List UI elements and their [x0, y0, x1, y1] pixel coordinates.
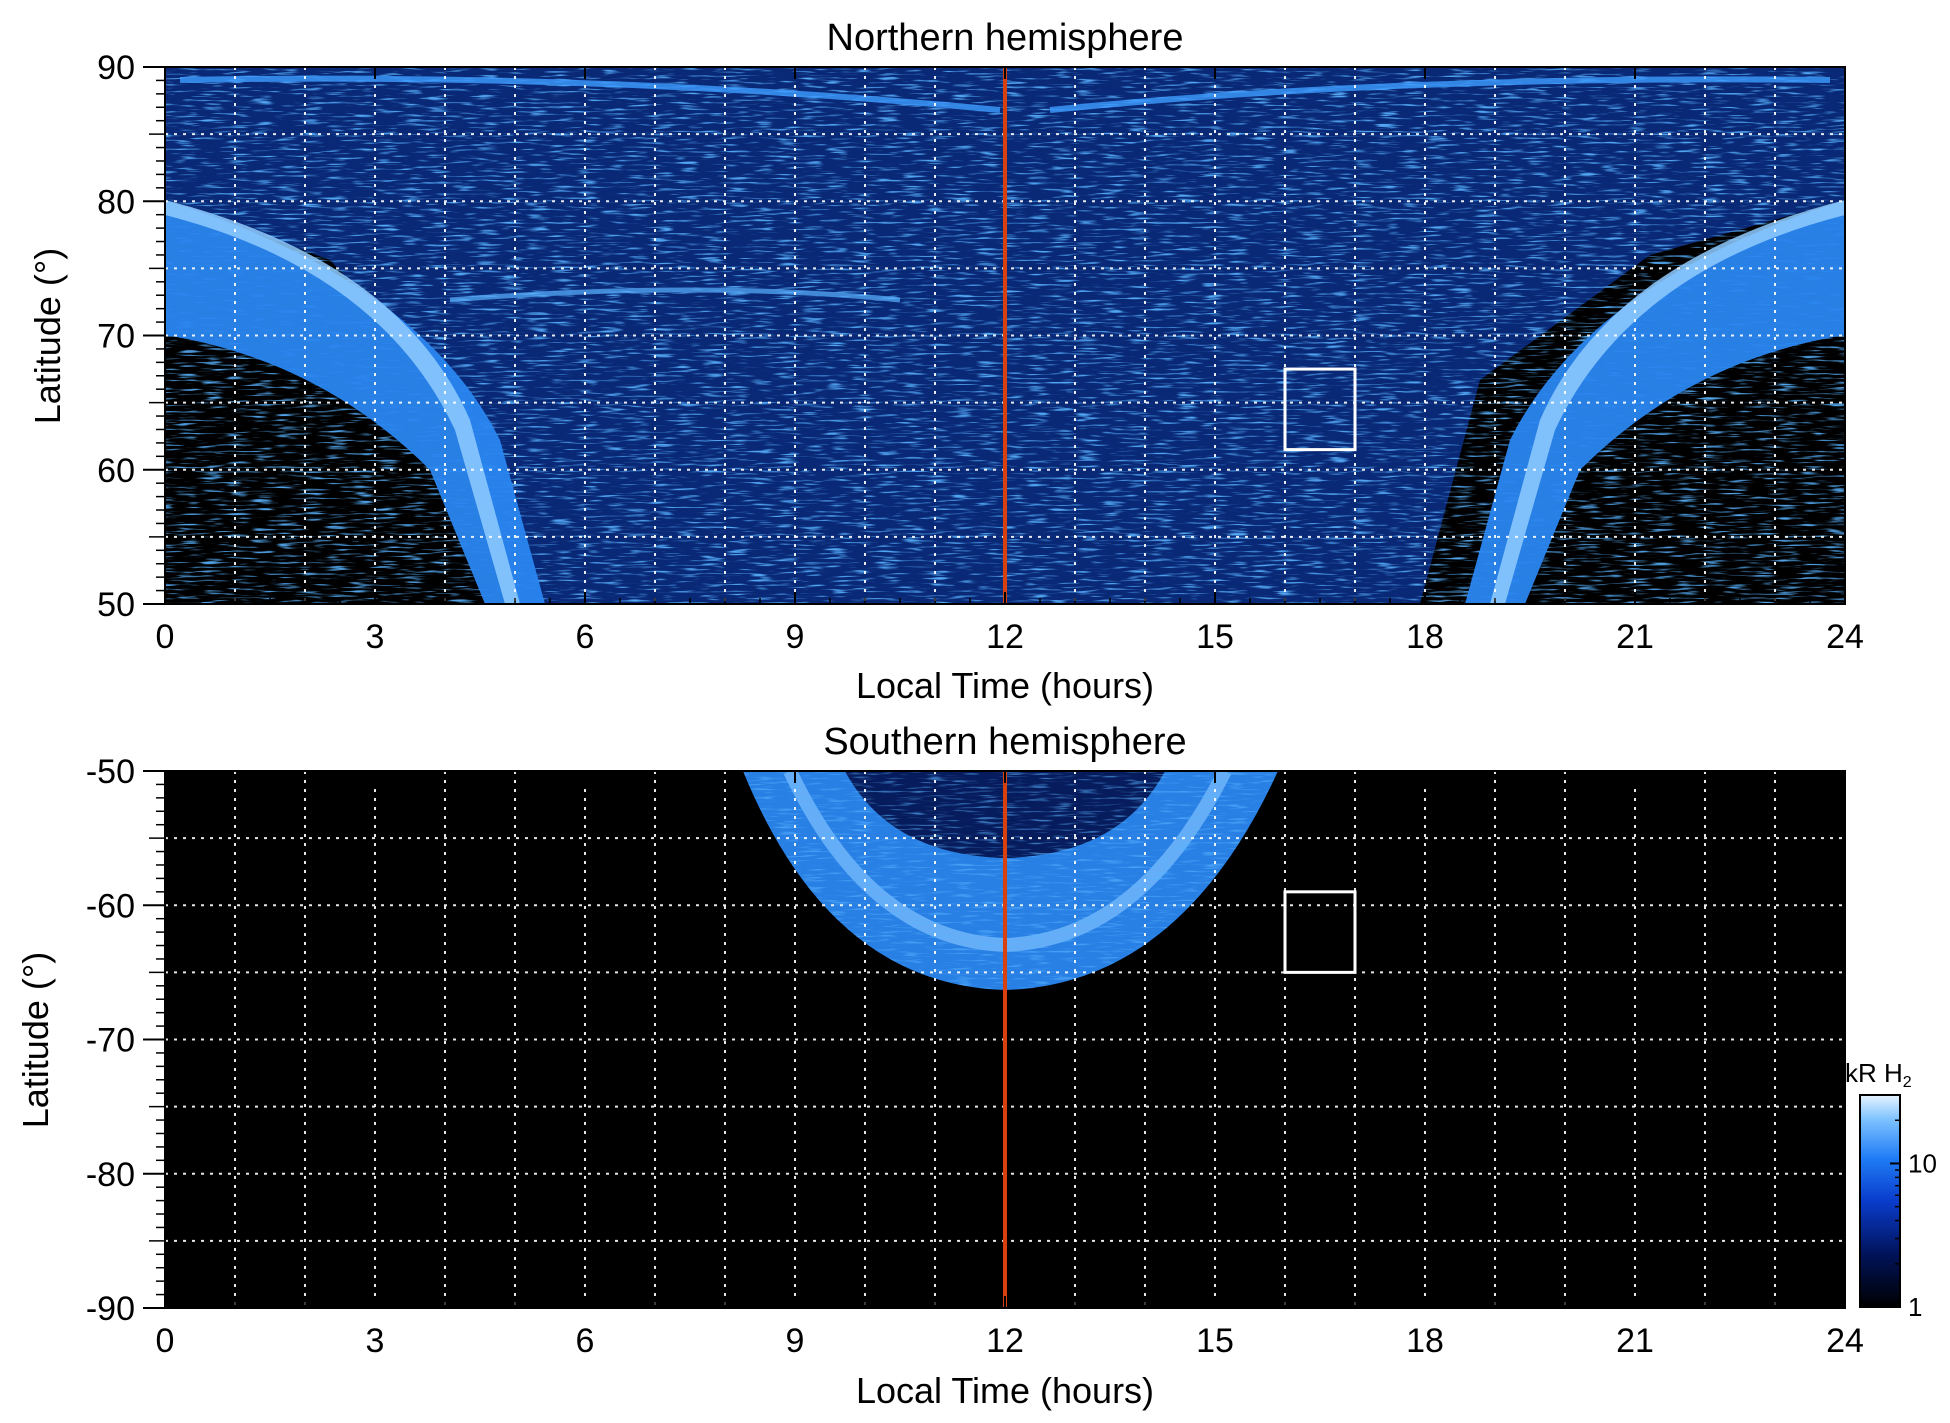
x-tick-label: 6: [576, 1322, 595, 1360]
y-tick-label: 50: [97, 586, 135, 624]
y-tick-label: 80: [97, 183, 135, 221]
y-tick-label: 90: [97, 49, 135, 87]
y-axis-label-north: Latitude (°): [27, 248, 68, 424]
x-tick-label: 15: [1196, 1322, 1234, 1360]
colorbar-gradient: [1859, 1094, 1901, 1308]
x-axis-label-north: Local Time (hours): [856, 665, 1154, 706]
x-tick-label: 12: [986, 618, 1024, 656]
ticks-north: 0 3 6 9 12 15 18 21 24 50 60 70 80 90: [97, 49, 1864, 656]
colorbar-ticks: 10 1: [1890, 1094, 1937, 1322]
highlight-box-north: [1283, 367, 1357, 452]
x-tick-label: 15: [1196, 618, 1234, 656]
x-tick-label: 12: [986, 1322, 1024, 1360]
highlight-box-south: [1283, 890, 1357, 974]
colorbar-tick-label: 1: [1908, 1292, 1922, 1322]
dawn-oval-core-north: [165, 200, 520, 604]
x-tick-label: 0: [156, 618, 175, 656]
x-axis-label-south: Local Time (hours): [856, 1370, 1154, 1411]
x-tick-label: 18: [1406, 618, 1444, 656]
y-tick-label: -70: [86, 1022, 135, 1060]
transpolar-arc-north: [449, 287, 901, 303]
x-tick-label: 21: [1616, 618, 1654, 656]
ticks-south: 0 3 6 9 12 15 18 21 24 -50 -60 -70 -80 -90: [86, 753, 1864, 1360]
y-tick-label: -60: [86, 887, 135, 925]
chart-title-north: Northern hemisphere: [827, 17, 1184, 59]
dusk-oval-north: [1465, 200, 1845, 604]
y-tick-label: -90: [86, 1290, 135, 1328]
colorbar-tick-label: 10: [1908, 1148, 1937, 1178]
x-tick-label: 3: [366, 1322, 385, 1360]
colorbar-label: kR H2: [1845, 1058, 1912, 1091]
x-tick-label: 21: [1616, 1322, 1654, 1360]
x-tick-label: 18: [1406, 1322, 1444, 1360]
x-tick-label: 0: [156, 1322, 175, 1360]
colorbar-label-sub: 2: [1903, 1074, 1912, 1091]
chart-title-south: Southern hemisphere: [823, 721, 1186, 763]
x-tick-label: 9: [786, 1322, 805, 1360]
y-tick-label: -50: [86, 753, 135, 791]
y-tick-label: -80: [86, 1156, 135, 1194]
polar-arc-north-2: [1049, 76, 1831, 113]
y-tick-label: 70: [97, 318, 135, 356]
x-tick-label: 3: [366, 618, 385, 656]
panel-south: Southern hemisphere 0 3 6 9 12 15 18 21 24 -50 -60…: [15, 721, 1864, 1411]
x-tick-label: 24: [1826, 1322, 1864, 1360]
colorbar-label-main: kR H: [1845, 1058, 1903, 1088]
polar-arc-north: [179, 75, 1001, 113]
colorbar: kR H2 10 1: [1845, 1058, 1937, 1322]
x-tick-label: 9: [786, 618, 805, 656]
x-tick-label: 24: [1826, 618, 1864, 656]
y-tick-label: 60: [97, 452, 135, 490]
panel-north: Northern hemisphere 0 3 6 9 12 15 18 21 24 50 60 70…: [27, 17, 1864, 706]
x-tick-label: 6: [576, 618, 595, 656]
y-axis-label-south: Latitude (°): [15, 952, 56, 1128]
